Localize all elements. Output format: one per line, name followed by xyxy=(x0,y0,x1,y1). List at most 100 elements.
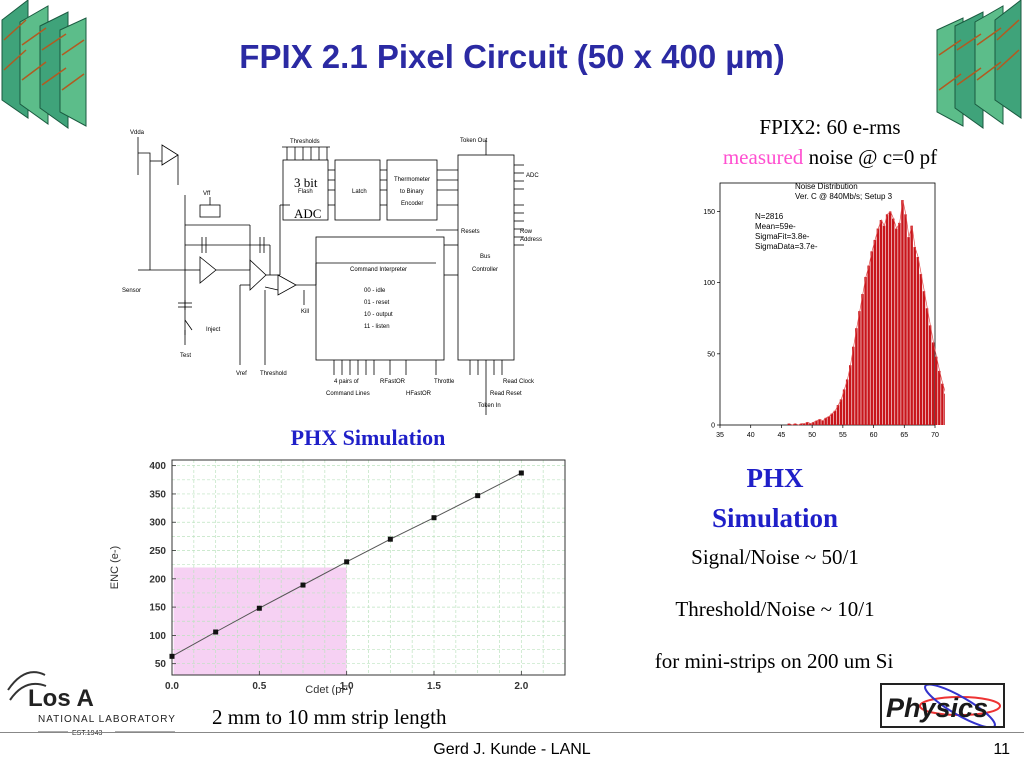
label-bus: Bus xyxy=(480,254,490,260)
label-read-reset: Read Reset xyxy=(490,391,522,397)
hist-fit-curve xyxy=(788,200,945,426)
label-resets: Resets xyxy=(461,229,480,235)
hist-y-tick-label: 50 xyxy=(707,351,715,358)
enc-point xyxy=(475,493,481,499)
signal-noise: Signal/Noise ~ 50/1 xyxy=(691,545,859,569)
hist-bar xyxy=(849,365,852,425)
enc-point xyxy=(300,582,306,588)
physics-wordmark: Physics xyxy=(886,693,988,723)
slide-title: FPIX 2.1 Pixel Circuit (50 x 400 µm) xyxy=(239,38,785,75)
label-pairs-2: Command Lines xyxy=(326,391,370,397)
hist-bar xyxy=(931,342,935,425)
label-vdda: Vdda xyxy=(130,130,145,136)
page-number: 11 xyxy=(993,741,1010,758)
enc-x-tick-label: 1.0 xyxy=(340,681,354,692)
hist-annotation: Mean=59e- xyxy=(755,222,796,231)
hist-bar xyxy=(836,405,840,425)
label-thermo-1: Thermometer xyxy=(394,177,430,183)
lanl-wordmark: Los A xyxy=(28,685,94,712)
hist-title: Noise Distribution xyxy=(795,182,858,191)
label-address: Address xyxy=(520,237,542,243)
detector-graphic-left xyxy=(1,0,87,129)
hist-bar xyxy=(941,383,944,425)
label-throttle: Throttle xyxy=(434,379,455,385)
enc-point xyxy=(387,536,393,542)
hist-bar xyxy=(855,328,858,425)
hist-bar xyxy=(907,237,910,425)
label-sensor: Sensor xyxy=(122,288,141,294)
hist-bar xyxy=(861,294,864,425)
hist-annotation: N=2816 xyxy=(755,212,784,221)
enc-y-tick-label: 300 xyxy=(149,518,166,529)
hist-y-tick-label: 100 xyxy=(703,280,715,287)
hist-bar xyxy=(845,379,849,425)
hist-x-tick-label: 65 xyxy=(900,432,908,439)
enc-point xyxy=(518,470,524,476)
label-row: Row xyxy=(520,229,533,235)
hist-x-tick-label: 60 xyxy=(870,432,878,439)
hist-bar xyxy=(799,423,803,425)
hist-x-tick-label: 35 xyxy=(716,432,724,439)
hist-bar xyxy=(904,214,907,425)
phx-simulation-title-2: Simulation xyxy=(711,503,839,533)
hist-bar xyxy=(898,222,901,425)
hist-bar xyxy=(944,393,945,425)
hist-bar xyxy=(793,423,797,425)
hist-bar xyxy=(888,211,892,425)
hist-x-tick-label: 45 xyxy=(778,432,786,439)
enc-point xyxy=(213,629,219,635)
hist-bar xyxy=(922,291,926,425)
label-hfastor: HFastOR xyxy=(406,391,432,397)
hist-x-tick-label: 55 xyxy=(839,432,847,439)
enc-point xyxy=(431,515,437,521)
hist-bar xyxy=(928,325,932,425)
hist-bar xyxy=(812,422,815,425)
hist-bar xyxy=(809,423,812,425)
label-c11: 11 - listen xyxy=(364,324,390,330)
enc-y-axis-label: ENC (e-) xyxy=(109,546,121,589)
hist-bar xyxy=(839,399,843,425)
hist-bar xyxy=(935,356,938,425)
label-latch: Latch xyxy=(352,189,367,195)
enc-vs-cdet-chart: 0.0 0.5 1.0 1.5 2.0 50 100 150 200 250 300 350 400 Cd… xyxy=(109,459,566,695)
footer-author: Gerd J. Kunde - LANL xyxy=(433,741,591,758)
label-test: Test xyxy=(180,353,191,359)
enc-y-tick-label: 200 xyxy=(149,574,166,585)
label-token-in: Token In xyxy=(478,403,501,409)
hist-bar xyxy=(787,423,791,425)
label-token-out: Token Out xyxy=(460,138,488,144)
hist-bar xyxy=(802,423,806,425)
threshold-noise: Threshold/Noise ~ 10/1 xyxy=(675,597,875,621)
hist-bar xyxy=(842,389,846,425)
label-thresholds: Thresholds xyxy=(290,139,320,145)
hist-bar xyxy=(806,422,809,425)
label-controller: Controller xyxy=(472,267,498,273)
enc-point xyxy=(256,605,262,611)
label-kill: Kill xyxy=(301,309,309,315)
hist-bar xyxy=(818,419,821,425)
hist-y-tick-label: 0 xyxy=(711,423,715,430)
hist-bar xyxy=(925,308,929,425)
hist-y-tick-label: 150 xyxy=(703,209,715,216)
hist-x-tick-label: 40 xyxy=(747,432,755,439)
enc-point xyxy=(344,559,350,565)
hist-bar xyxy=(821,420,824,425)
enc-point xyxy=(169,653,175,659)
label-inject: Inject xyxy=(206,327,221,333)
hist-bar xyxy=(892,218,895,425)
pixel-circuit-diagram: Vdda Vff Sensor Inject Test Kill Vref Th… xyxy=(122,130,542,415)
hist-bar xyxy=(858,311,861,425)
phx-simulation-label-left: PHX Simulation xyxy=(290,425,446,450)
hist-bar xyxy=(827,416,830,425)
noise-line-2: measured noise @ c=0 pf xyxy=(660,145,1000,170)
lanl-logo: Los A NATIONAL LABORATORY EST.1943 xyxy=(7,671,175,737)
hist-bar xyxy=(870,251,873,425)
enc-y-tick-label: 100 xyxy=(149,631,166,642)
noise-distribution-chart: 35 40 45 50 55 60 65 70 0 50 100 150 Noise Distribut… xyxy=(703,182,945,439)
hist-bar xyxy=(895,228,898,425)
measured-word: measured xyxy=(722,145,804,169)
detector-graphic-right xyxy=(936,0,1022,129)
label-vref: Vref xyxy=(236,371,247,377)
enc-y-tick-label: 150 xyxy=(149,603,166,614)
hist-subtitle: Ver. C @ 840Mb/s; Setup 3 xyxy=(795,192,893,201)
